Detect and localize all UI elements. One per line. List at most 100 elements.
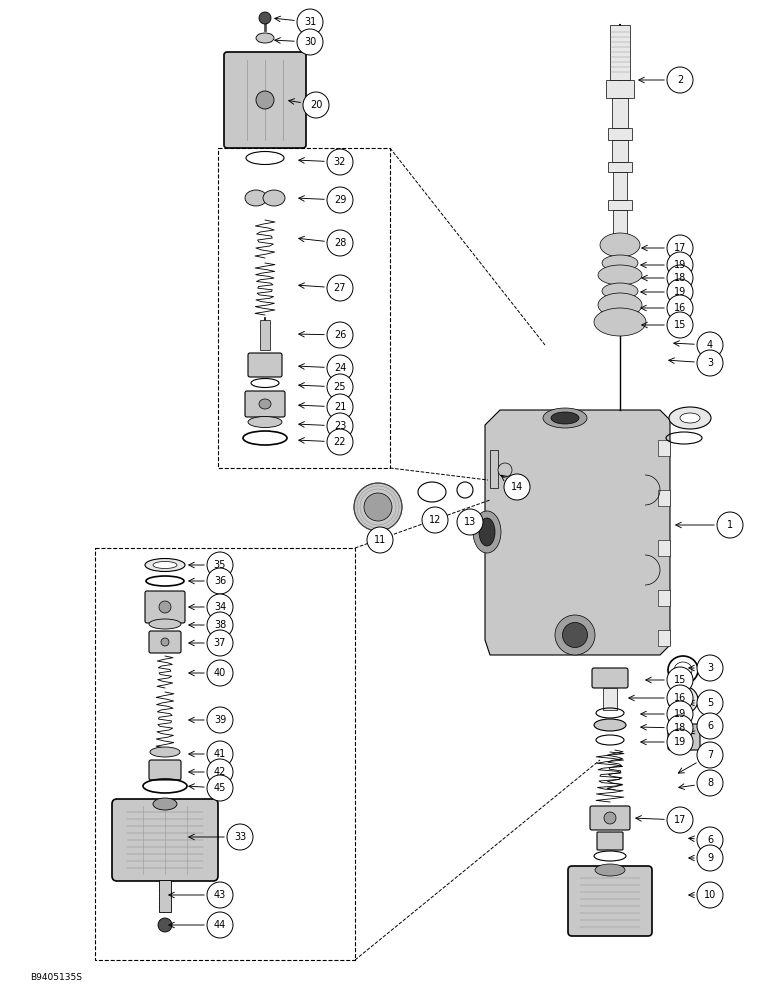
Text: 42: 42 [214,767,226,777]
Text: 11: 11 [374,535,386,545]
Circle shape [327,187,353,213]
Circle shape [207,759,233,785]
Ellipse shape [563,622,587,648]
Circle shape [207,741,233,767]
Text: B9405135S: B9405135S [30,974,82,982]
Circle shape [207,612,233,638]
Text: 45: 45 [214,783,226,793]
Text: 6: 6 [707,835,713,845]
Text: 27: 27 [334,283,347,293]
Text: 1: 1 [727,520,733,530]
Circle shape [667,295,693,321]
Ellipse shape [473,511,501,553]
Text: 16: 16 [674,303,686,313]
Text: 10: 10 [704,890,716,900]
Ellipse shape [604,812,616,824]
Circle shape [667,252,693,278]
Circle shape [667,807,693,833]
Text: 32: 32 [334,157,346,167]
Circle shape [327,322,353,348]
Ellipse shape [675,693,691,707]
Circle shape [327,394,353,420]
Circle shape [697,827,723,853]
Circle shape [697,742,723,768]
Bar [658,630,670,646]
Circle shape [207,707,233,733]
Ellipse shape [669,407,711,429]
Circle shape [327,374,353,400]
Circle shape [697,845,723,871]
Circle shape [717,512,743,538]
Text: 33: 33 [234,832,246,842]
Ellipse shape [256,33,274,43]
FancyBboxPatch shape [590,806,630,830]
Ellipse shape [555,615,595,655]
Ellipse shape [543,408,587,428]
Text: 8: 8 [707,778,713,788]
Circle shape [667,235,693,261]
Bar [606,80,634,98]
Bar [658,590,670,606]
Ellipse shape [551,412,579,424]
Circle shape [207,630,233,656]
Bar [608,162,632,172]
Text: 15: 15 [674,675,686,685]
Text: 13: 13 [464,517,476,527]
Ellipse shape [594,719,626,731]
Text: 19: 19 [674,260,686,270]
Text: 21: 21 [334,402,346,412]
FancyBboxPatch shape [668,724,700,750]
Text: 37: 37 [214,638,226,648]
Circle shape [327,429,353,455]
Circle shape [207,594,233,620]
Text: 38: 38 [214,620,226,630]
Ellipse shape [600,233,640,257]
Ellipse shape [145,558,185,572]
FancyBboxPatch shape [145,591,185,623]
Circle shape [667,67,693,93]
Bar [658,440,670,456]
Text: 43: 43 [214,890,226,900]
Text: 3: 3 [707,663,713,673]
Text: 3: 3 [707,358,713,368]
Ellipse shape [479,518,495,546]
Circle shape [207,660,233,686]
Text: 15: 15 [674,320,686,330]
Ellipse shape [153,798,177,810]
Text: 18: 18 [674,273,686,283]
Text: 14: 14 [511,482,523,492]
Circle shape [207,775,233,801]
Circle shape [667,312,693,338]
Circle shape [327,275,353,301]
Text: 44: 44 [214,920,226,930]
Circle shape [667,715,693,741]
Circle shape [354,483,402,531]
Text: 9: 9 [707,853,713,863]
Bar [612,140,628,162]
Circle shape [697,332,723,358]
Text: 16: 16 [674,693,686,703]
Circle shape [697,713,723,739]
Bar [603,688,617,710]
Circle shape [327,149,353,175]
Text: 34: 34 [214,602,226,612]
Ellipse shape [595,864,625,876]
Circle shape [667,685,693,711]
Bar [610,25,630,80]
Circle shape [367,527,393,553]
Ellipse shape [259,399,271,409]
Ellipse shape [161,638,169,646]
Ellipse shape [594,308,646,336]
Circle shape [227,824,253,850]
Bar [612,98,628,128]
Ellipse shape [259,12,271,24]
Bar [613,210,627,245]
Circle shape [504,474,530,500]
Circle shape [667,265,693,291]
Circle shape [207,568,233,594]
Ellipse shape [598,293,642,317]
Ellipse shape [248,416,282,428]
Circle shape [297,9,323,35]
Text: 7: 7 [707,750,713,760]
Circle shape [457,509,483,535]
